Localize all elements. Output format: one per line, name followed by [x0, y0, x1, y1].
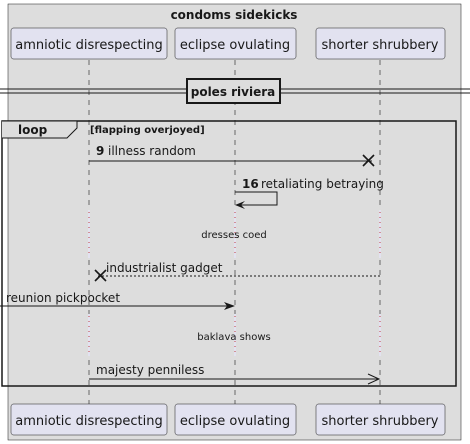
loop-guard: [flapping overjoyed]: [90, 125, 205, 136]
message-label: retaliating betraying: [261, 177, 384, 191]
message-label: illness random: [108, 144, 196, 158]
divider: poles riviera: [0, 78, 470, 104]
arrow-head-icon: [224, 302, 235, 310]
message-label: reunion pickpocket: [6, 291, 120, 305]
delay-label: dresses coed: [201, 230, 266, 241]
participant-label: eclipse ovulating: [180, 38, 290, 53]
loop-keyword: loop: [18, 123, 48, 137]
message-number: 9: [96, 144, 104, 158]
destroy-icon: [362, 154, 375, 167]
message-label: industrialist gadget: [106, 261, 223, 275]
loop-fragment: loop [flapping overjoyed]: [1, 120, 457, 387]
divider-label: poles riviera: [191, 85, 276, 99]
message-majesty-penniless: majesty penniless: [89, 363, 381, 385]
participant-shorter-shrubbery-bottom[interactable]: shorter shrubbery: [315, 403, 446, 436]
message-label: majesty penniless: [96, 363, 204, 377]
open-arrow-icon: [367, 373, 381, 385]
message-retaliating-betraying: 16 retaliating betraying: [235, 177, 384, 209]
participant-label: amniotic disrespecting: [15, 38, 163, 53]
participant-shorter-shrubbery-top[interactable]: shorter shrubbery: [315, 27, 446, 60]
message-illness-random: 9 illness random: [89, 144, 375, 167]
delay-baklava-shows: baklava shows: [88, 314, 381, 356]
message-number: 16: [242, 177, 259, 191]
arrow-head-icon: [235, 201, 245, 209]
participant-label: shorter shrubbery: [321, 414, 438, 429]
message-industrialist-gadget: industrialist gadget: [94, 261, 380, 282]
participant-eclipse-ovulating-bottom[interactable]: eclipse ovulating: [174, 403, 297, 436]
participant-label: shorter shrubbery: [321, 38, 438, 53]
participant-label: amniotic disrespecting: [15, 414, 163, 429]
participant-amniotic-disrespecting-top[interactable]: amniotic disrespecting: [10, 27, 168, 60]
participant-amniotic-disrespecting-bottom[interactable]: amniotic disrespecting: [10, 403, 168, 436]
delay-label: baklava shows: [197, 332, 270, 343]
destroy-icon: [94, 269, 107, 282]
box-title: condoms sidekicks: [171, 8, 298, 22]
participant-label: eclipse ovulating: [180, 414, 290, 429]
message-reunion-pickpocket: reunion pickpocket: [0, 291, 235, 310]
delay-dresses-coed: dresses coed: [88, 210, 381, 258]
participant-eclipse-ovulating-top[interactable]: eclipse ovulating: [174, 27, 297, 60]
